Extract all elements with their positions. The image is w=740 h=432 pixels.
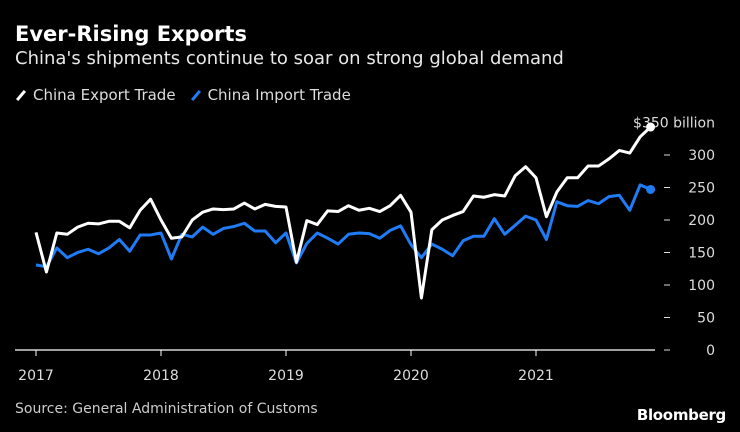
import-end-marker [646,184,656,194]
y-tick-label: 0 [706,343,715,359]
y-tick-label: 150 [688,246,715,262]
bloomberg-logo: Bloomberg [636,406,726,424]
chart-subtitle: China's shipments continue to soar on st… [15,48,564,69]
x-tick-label: 2019 [268,368,304,384]
legend-label-export: China Export Trade [33,86,176,104]
import-line [35,183,652,269]
legend-label-import: China Import Trade [207,86,351,104]
y-tick-label: 250 [688,181,715,197]
y-tick-label: 300 [688,148,715,164]
export-end-marker [646,122,656,132]
y-tick-label: 50 [697,311,715,327]
legend-item-import: China Import Trade [190,86,351,104]
export-line [34,125,652,300]
x-tick-label: 2020 [393,368,429,384]
legend-item-export: China Export Trade [15,86,176,104]
legend: China Export Trade China Import Trade [15,86,351,104]
y-tick-label: 200 [688,213,715,229]
y-tick-label: 100 [688,278,715,294]
source-note: Source: General Administration of Custom… [15,401,318,417]
chart-title: Ever-Rising Exports [15,22,247,46]
x-tick-label: 2017 [18,368,54,384]
x-tick-label: 2018 [143,368,179,384]
x-tick-label: 2021 [518,368,554,384]
y-top-label: $350 billion [633,116,715,132]
